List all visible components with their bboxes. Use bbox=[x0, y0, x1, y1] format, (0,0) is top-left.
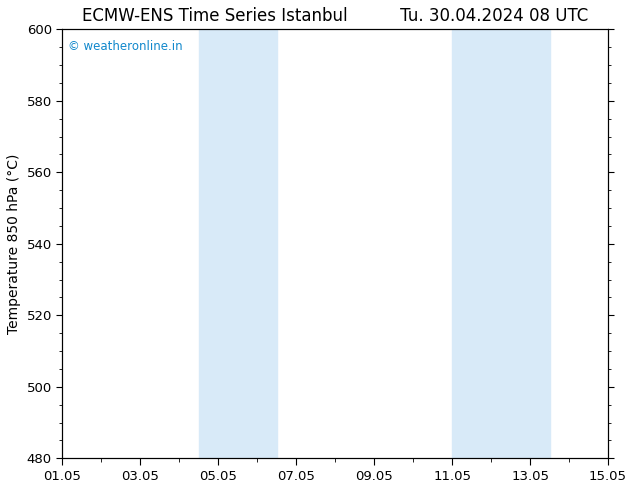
Text: © weatheronline.in: © weatheronline.in bbox=[68, 40, 183, 53]
Bar bbox=[452, 29, 550, 458]
Y-axis label: Temperature 850 hPa (°C): Temperature 850 hPa (°C) bbox=[7, 153, 21, 334]
Bar bbox=[198, 29, 276, 458]
Title: ECMW-ENS Time Series Istanbul          Tu. 30.04.2024 08 UTC: ECMW-ENS Time Series Istanbul Tu. 30.04.… bbox=[82, 7, 588, 25]
